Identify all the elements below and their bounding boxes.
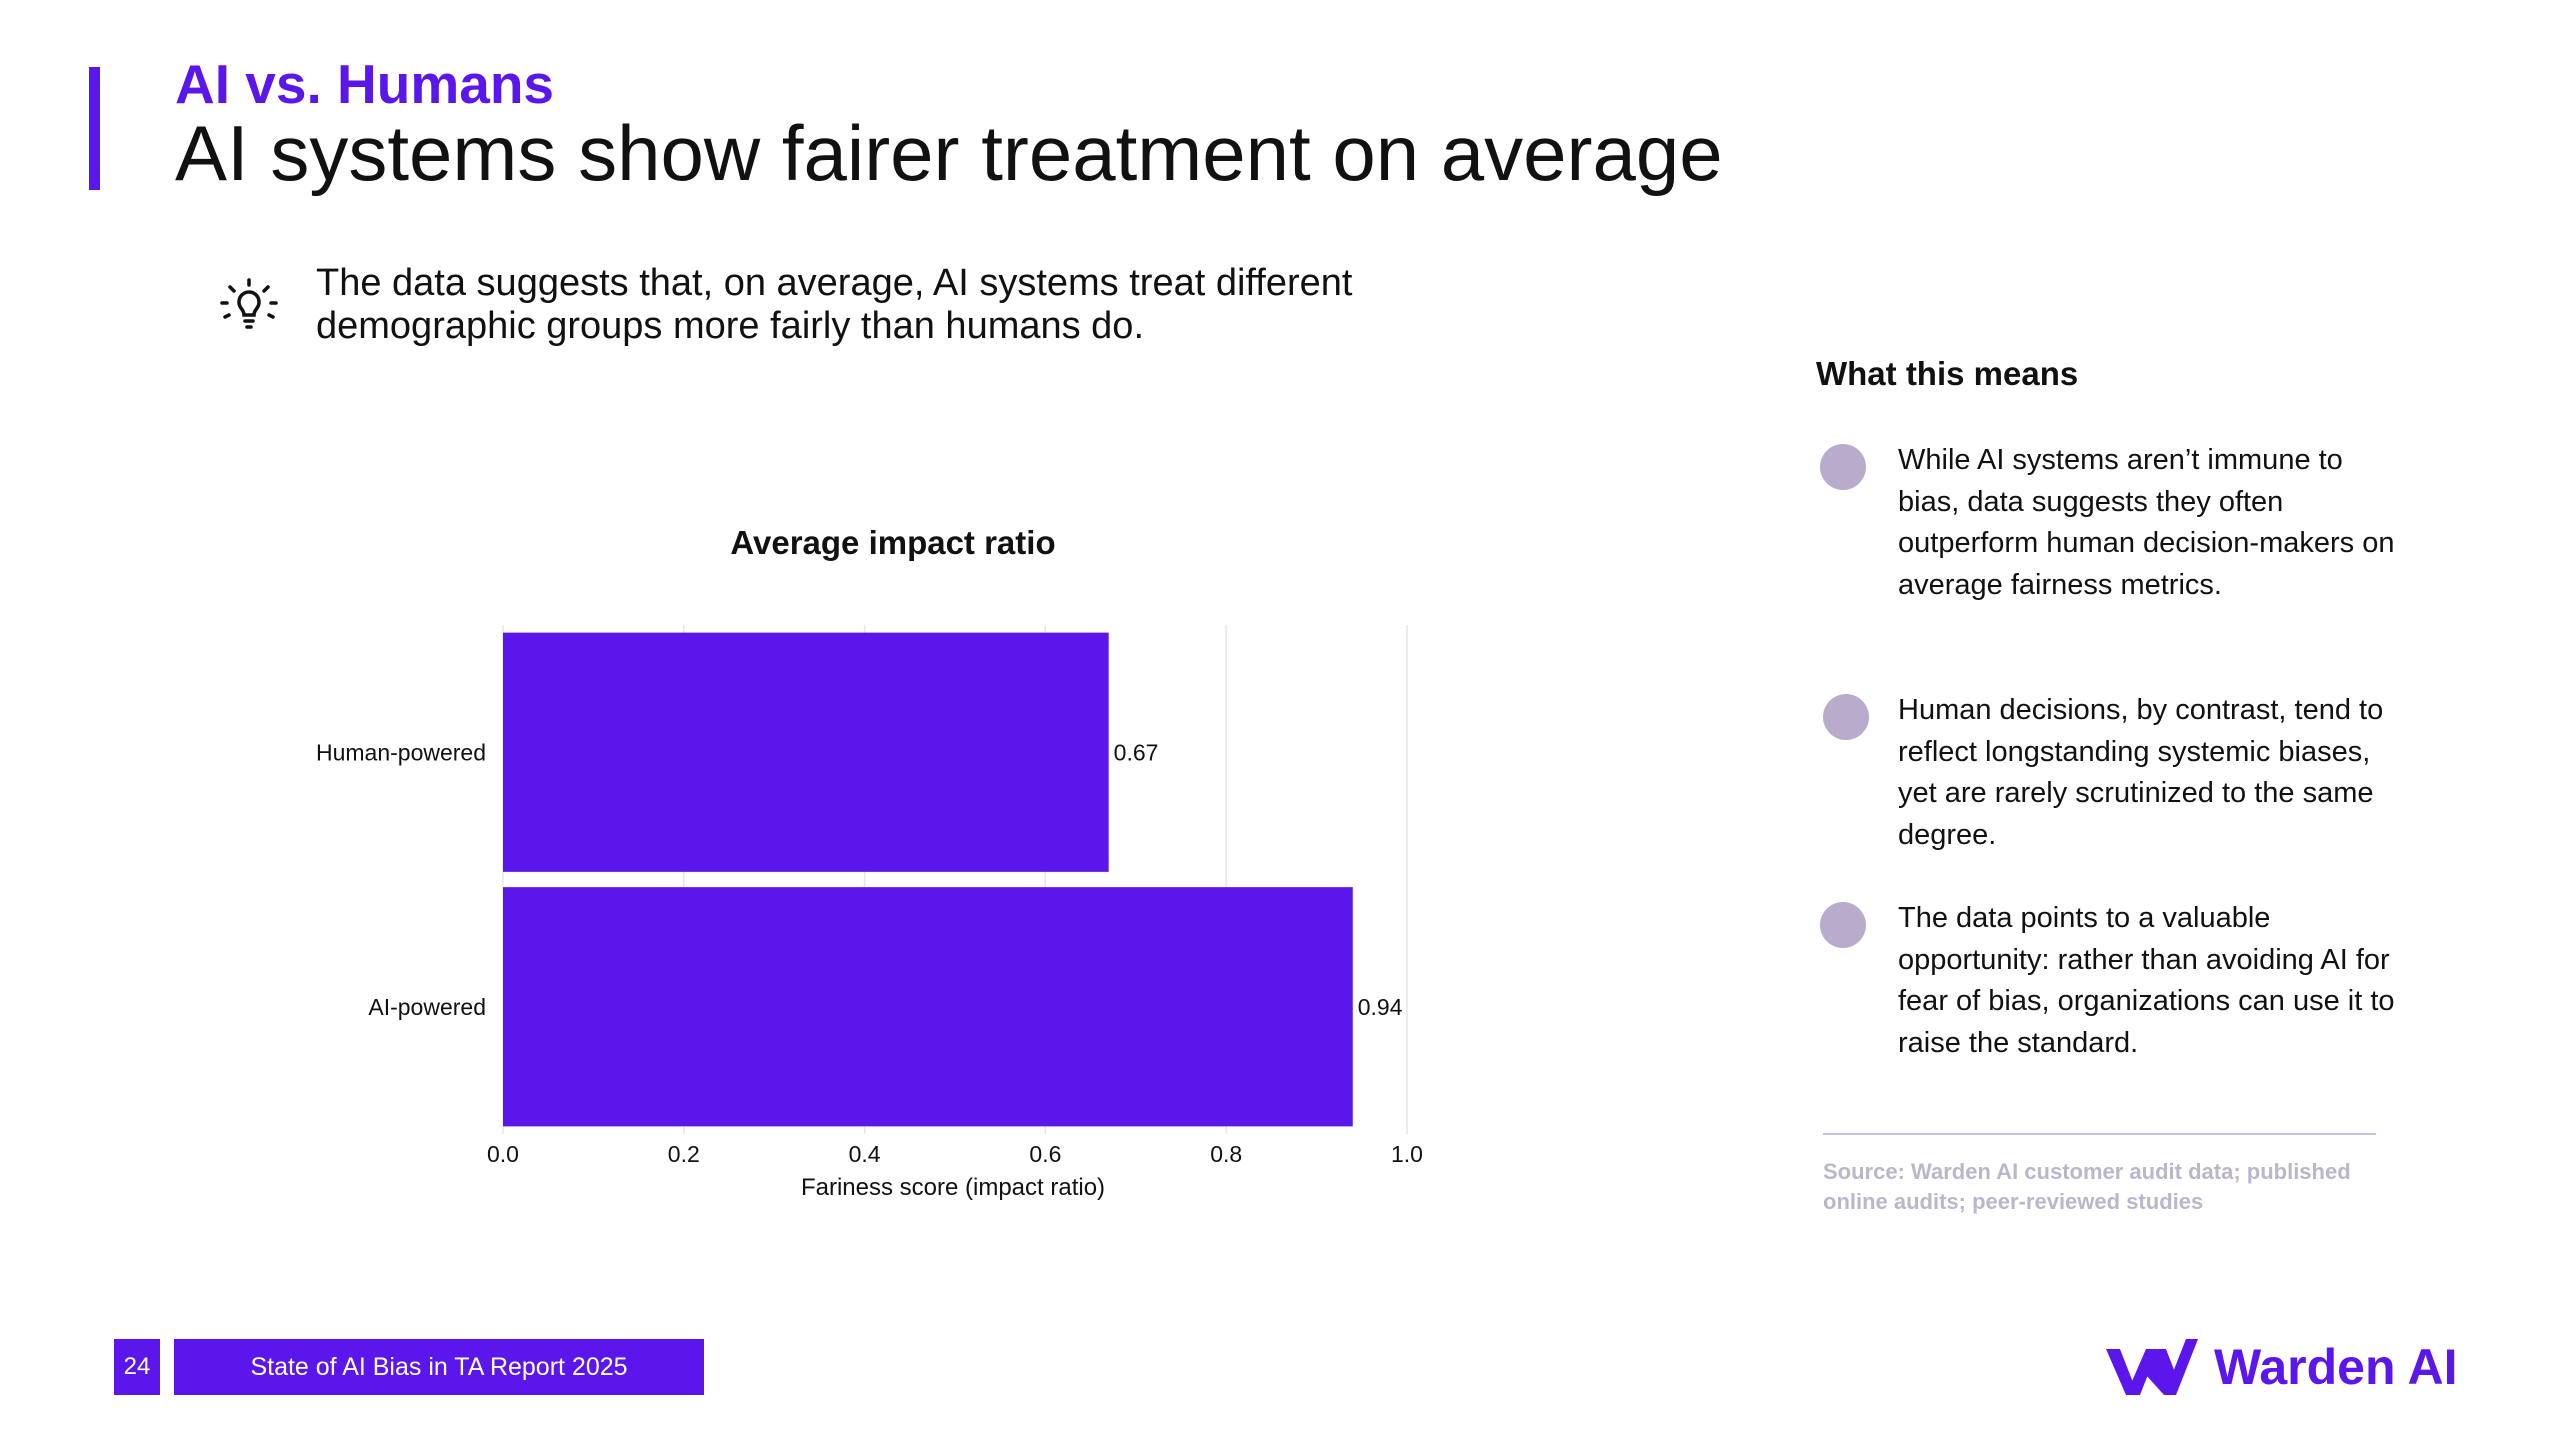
x-tick-label: 0.2 <box>668 1141 700 1167</box>
bullet-text: Human decisions, by contrast, tend to re… <box>1898 694 2384 851</box>
divider <box>1823 1133 2376 1135</box>
brand-logo: Warden AI <box>2106 1335 2458 1399</box>
bullet-dot-icon <box>1820 444 1866 490</box>
insight-text: The data suggests that, on average, AI s… <box>316 262 1353 347</box>
x-axis-title: Fariness score (impact ratio) <box>801 1174 1105 1201</box>
x-tick-label: 0.0 <box>487 1141 519 1167</box>
bar-human-powered <box>503 632 1109 872</box>
x-tick-label: 0.8 <box>1210 1141 1242 1167</box>
value-label: 0.67 <box>1114 739 1159 765</box>
bullet-text: The data points to a valuable opportunit… <box>1898 902 2395 1059</box>
bullet-text: While AI systems aren’t immune to bias, … <box>1898 444 2395 601</box>
accent-bar <box>89 67 100 190</box>
page-title: AI systems show fairer treatment on aver… <box>175 109 1723 197</box>
warden-logo-icon <box>2106 1339 2198 1395</box>
brand-name: Warden AI <box>2214 1339 2458 1395</box>
kicker: AI vs. Humans <box>175 53 555 115</box>
x-tick-label: 0.4 <box>849 1141 881 1167</box>
value-label: 0.94 <box>1358 994 1403 1020</box>
x-tick-label: 0.6 <box>1029 1141 1061 1167</box>
report-title: State of AI Bias in TA Report 2025 <box>174 1339 704 1395</box>
side-heading: What this means <box>1816 355 2079 392</box>
category-label: Human-powered <box>316 739 486 765</box>
bar-ai-powered <box>503 887 1353 1127</box>
x-tick-label: 1.0 <box>1391 1141 1423 1167</box>
chart-title: Average impact ratio <box>730 524 1055 561</box>
page-number: 24 <box>114 1339 160 1395</box>
impact-ratio-chart: Average impact ratio 0.0 0.2 0.4 0.6 0.8 1.0 H… <box>316 524 1423 1201</box>
lightbulb-icon <box>220 278 278 329</box>
category-label: AI-powered <box>368 994 486 1020</box>
source-note: Source: Warden AI customer audit data; p… <box>1823 1159 2351 1214</box>
bullet-dot-icon <box>1823 694 1869 740</box>
bullet-dot-icon <box>1820 902 1866 948</box>
